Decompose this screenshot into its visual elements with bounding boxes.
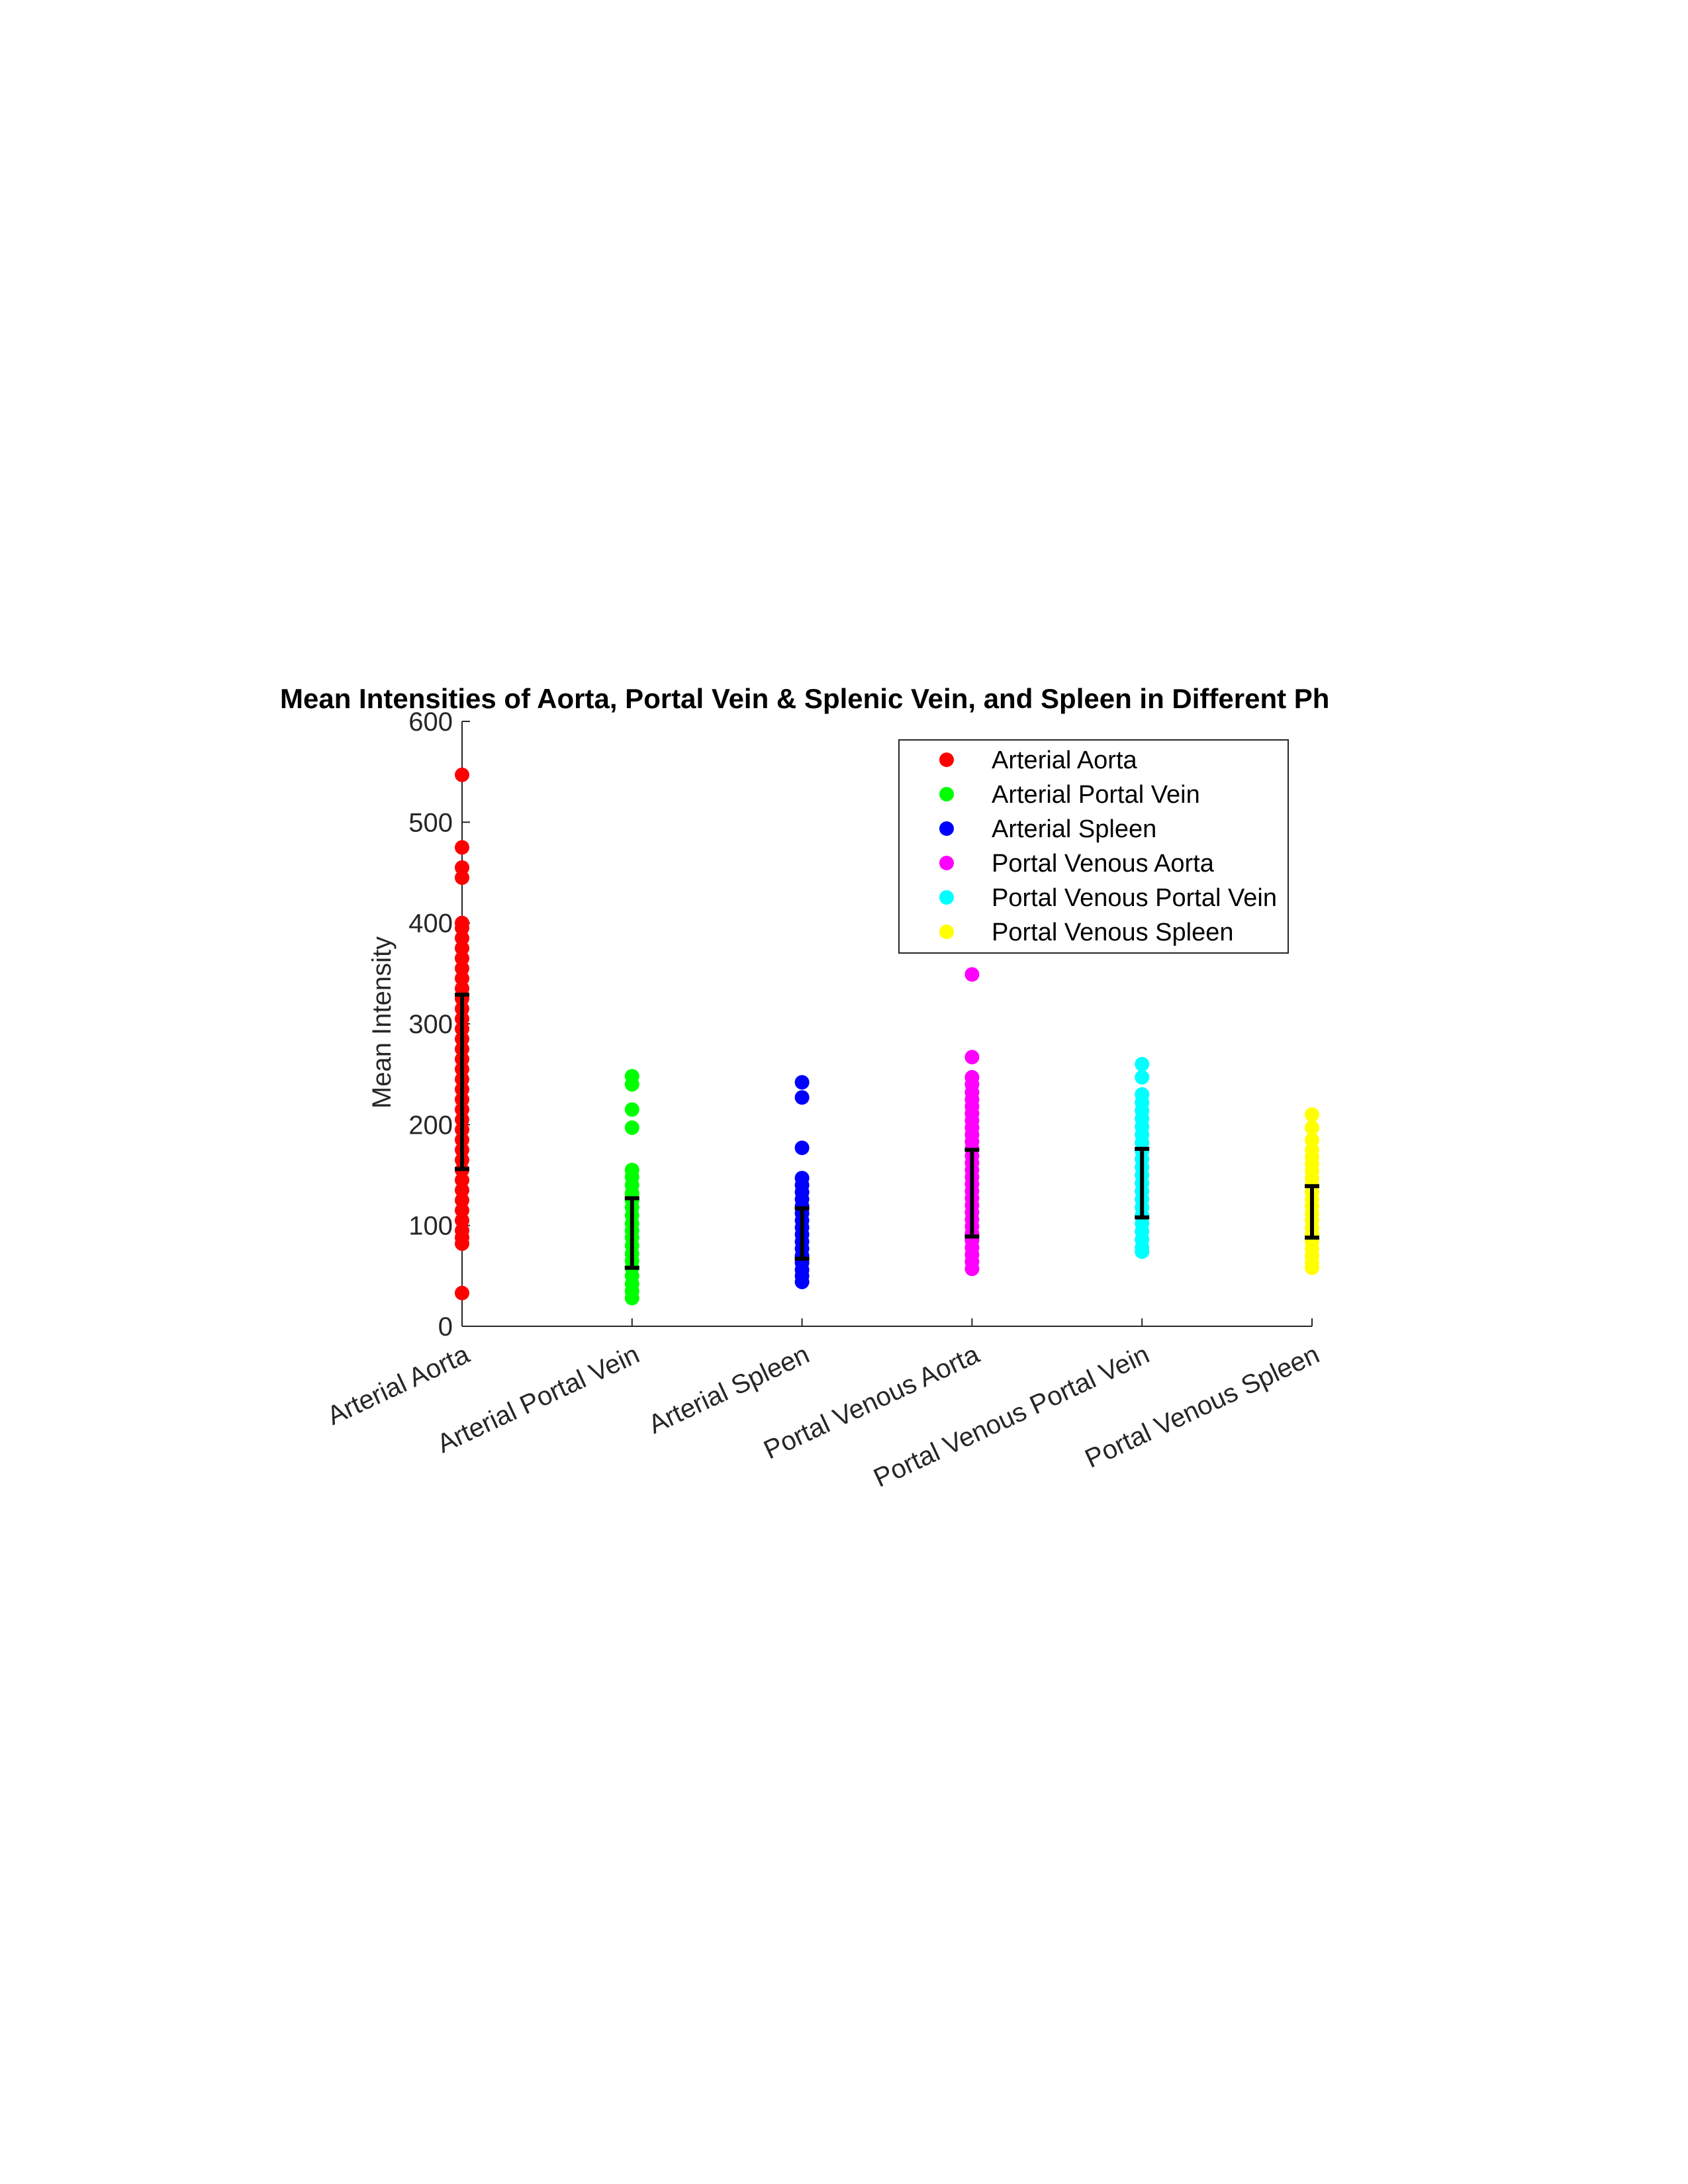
data-point (624, 1291, 639, 1306)
data-point (455, 860, 469, 875)
x-tick-label: Portal Venous Portal Vein (869, 1340, 1154, 1493)
series-2 (624, 1069, 639, 1306)
data-point (455, 971, 469, 986)
data-point (794, 1140, 810, 1156)
legend-marker (939, 925, 954, 939)
data-point (794, 1090, 810, 1105)
legend-label: Portal Venous Aorta (992, 850, 1215, 878)
data-point (455, 870, 469, 886)
y-axis-title: Mean Intensity (367, 936, 397, 1109)
data-point (455, 1203, 469, 1218)
error-bar (1135, 1146, 1150, 1220)
legend-label: Arterial Aorta (992, 747, 1138, 774)
data-point (1305, 1107, 1319, 1122)
legend: Arterial Aorta Arterial Portal Vein Arteri… (898, 739, 1289, 954)
data-point (455, 1236, 469, 1251)
data-point (455, 1183, 469, 1198)
data-point (1135, 1056, 1150, 1071)
data-point (794, 1274, 810, 1289)
legend-label: Arterial Spleen (992, 815, 1156, 843)
series-5 (1135, 1056, 1150, 1259)
error-bar (1305, 1184, 1319, 1240)
legend-box (898, 739, 1289, 954)
data-point (455, 961, 469, 976)
y-tick-label: 600 (408, 707, 453, 737)
series-4 (964, 967, 980, 1277)
legend-marker (939, 787, 954, 801)
x-tick-label: Arterial Aorta (323, 1340, 475, 1431)
data-point (964, 967, 980, 982)
y-tick-label: 200 (408, 1111, 453, 1140)
legend-marker (939, 821, 954, 836)
data-point (455, 1193, 469, 1208)
y-tick-label: 100 (408, 1212, 453, 1241)
data-point (455, 840, 469, 855)
error-bar (624, 1196, 639, 1270)
data-point (964, 1050, 980, 1065)
data-marks (455, 767, 1319, 1306)
data-point (1305, 1260, 1319, 1275)
data-point (624, 1120, 639, 1135)
data-point (624, 1102, 639, 1117)
y-tick-label: 400 (408, 909, 453, 938)
legend-marker (939, 752, 954, 767)
y-tick-label: 500 (408, 808, 453, 837)
legend-label: Portal Venous Portal Vein (992, 884, 1277, 912)
data-point (624, 1077, 639, 1092)
y-tick-label: 0 (438, 1312, 453, 1342)
data-point (455, 1285, 469, 1300)
data-point (1305, 1120, 1319, 1135)
data-point (455, 950, 469, 966)
data-point (455, 981, 469, 996)
y-tick-label: 300 (408, 1010, 453, 1039)
data-point (1305, 1132, 1319, 1148)
legend-label: Portal Venous Spleen (992, 919, 1234, 946)
data-point (455, 921, 469, 936)
error-bar (794, 1206, 810, 1261)
legend-marker (939, 856, 954, 870)
data-point (1135, 1069, 1150, 1085)
data-point (455, 940, 469, 956)
error-bar (964, 1148, 980, 1239)
data-point (964, 1261, 980, 1277)
error-bars (455, 992, 1319, 1270)
data-point (1135, 1244, 1150, 1259)
legend-marker (939, 890, 954, 905)
data-point (794, 1075, 810, 1090)
legend-label: Arterial Portal Vein (992, 781, 1200, 809)
error-bar (455, 992, 469, 1171)
data-point (455, 1173, 469, 1188)
data-point (455, 767, 469, 782)
data-point (455, 931, 469, 946)
data-point (455, 1213, 469, 1228)
chart-title: Mean Intensities of Aorta, Portal Vein &… (280, 683, 1329, 714)
